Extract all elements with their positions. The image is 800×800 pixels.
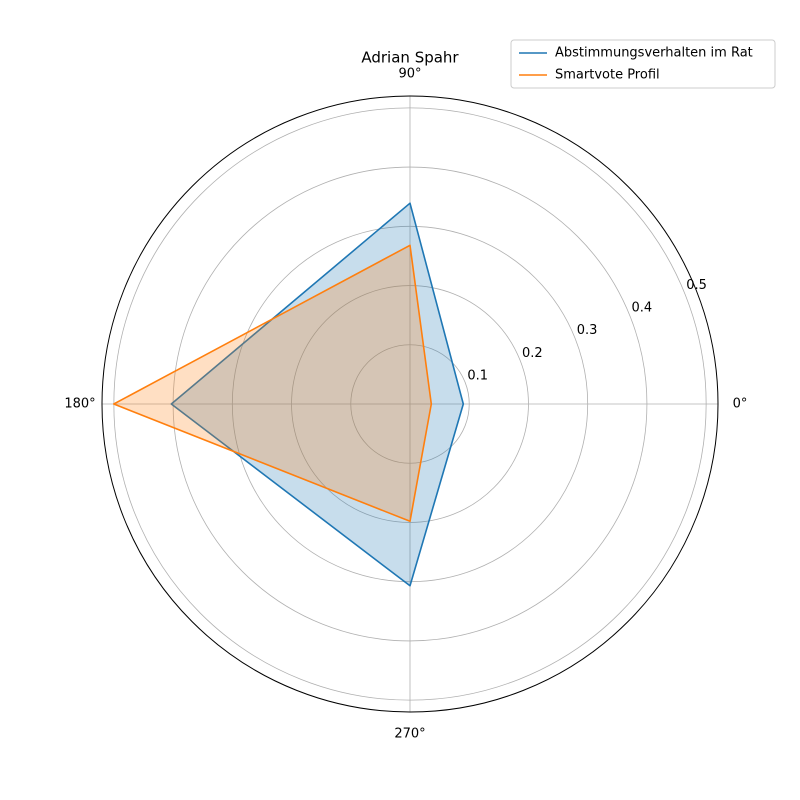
angle-tick-label: 0° xyxy=(733,397,748,412)
angle-tick-label: 270° xyxy=(394,727,425,742)
line xyxy=(170,202,465,587)
radial-tick-label: 0.2 xyxy=(522,346,543,361)
polar-frame xyxy=(101,95,719,713)
angle-tick-label: 180° xyxy=(64,397,95,412)
radial-tick-label: 0.3 xyxy=(577,323,598,338)
radial-tick-label: 0.5 xyxy=(686,278,707,293)
legend-label: Smartvote Profil xyxy=(555,68,660,83)
radial-tick-label: 0.1 xyxy=(467,368,488,383)
legend-label: Abstimmungsverhalten im Rat xyxy=(555,46,753,61)
angle-tick-label: 90° xyxy=(398,67,421,82)
area xyxy=(113,245,432,522)
line xyxy=(113,244,433,523)
area xyxy=(171,203,464,586)
legend-box xyxy=(510,39,776,89)
chart-title: Adrian Spahr xyxy=(361,49,459,67)
radial-tick-label: 0.4 xyxy=(631,300,652,315)
legend: Abstimmungsverhalten im Rat Smartvote Pro… xyxy=(510,39,776,89)
